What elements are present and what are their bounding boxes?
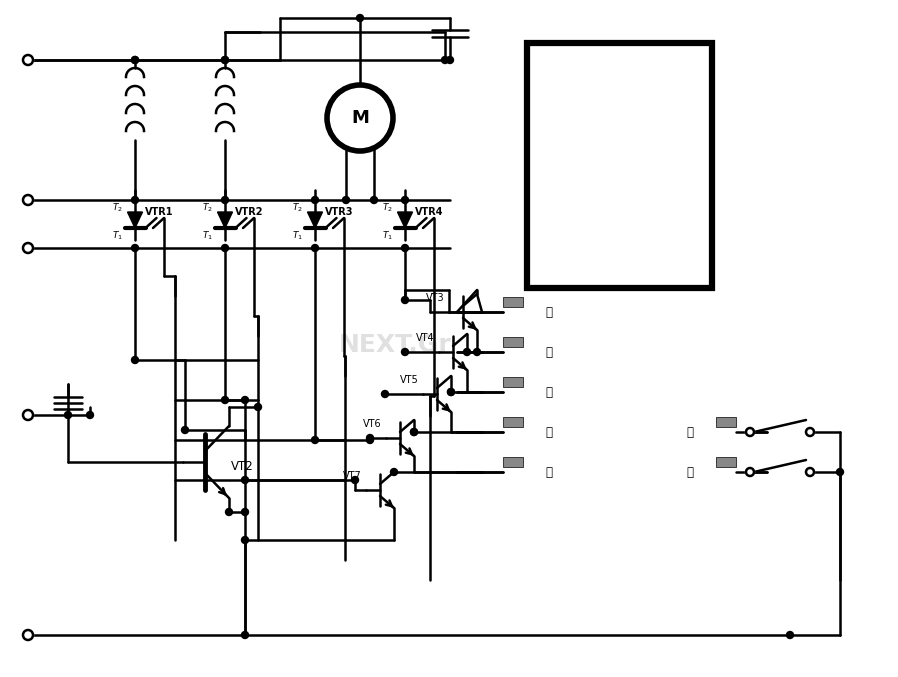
Circle shape: [22, 630, 33, 640]
Circle shape: [410, 429, 418, 435]
Circle shape: [463, 349, 471, 355]
Circle shape: [357, 14, 364, 22]
Bar: [527, 43, 712, 288]
Text: ⑭: ⑭: [545, 385, 552, 399]
Text: VT4: VT4: [417, 333, 435, 343]
Circle shape: [131, 244, 138, 251]
Circle shape: [806, 468, 814, 477]
Circle shape: [312, 196, 319, 204]
Circle shape: [242, 632, 249, 638]
Circle shape: [131, 196, 138, 204]
Circle shape: [342, 196, 349, 204]
Text: $T_2$: $T_2$: [111, 202, 122, 214]
Circle shape: [329, 87, 392, 150]
Bar: [503, 457, 523, 467]
Circle shape: [22, 242, 33, 253]
Circle shape: [181, 427, 189, 433]
Bar: [503, 337, 523, 347]
Circle shape: [442, 56, 448, 64]
Circle shape: [22, 55, 33, 66]
Circle shape: [131, 56, 138, 64]
Text: ⑯: ⑯: [545, 466, 552, 479]
Polygon shape: [217, 212, 233, 228]
Text: VT5: VT5: [401, 375, 419, 385]
Text: VT7: VT7: [343, 471, 362, 481]
Text: $T_1$: $T_1$: [111, 230, 122, 242]
Text: VT2: VT2: [231, 460, 254, 473]
Circle shape: [351, 477, 358, 483]
Circle shape: [86, 412, 93, 418]
Circle shape: [446, 56, 453, 64]
Circle shape: [65, 412, 72, 418]
Circle shape: [222, 56, 228, 64]
Circle shape: [787, 632, 794, 638]
Circle shape: [837, 468, 843, 475]
Circle shape: [131, 357, 138, 364]
Text: VTR1: VTR1: [145, 207, 173, 217]
Circle shape: [401, 297, 409, 303]
Circle shape: [22, 194, 33, 206]
Text: ⑮: ⑮: [545, 426, 552, 439]
Circle shape: [447, 389, 454, 395]
Circle shape: [371, 196, 377, 204]
Bar: [716, 457, 736, 467]
Bar: [503, 377, 523, 387]
Text: ㉓: ㉓: [686, 426, 693, 439]
Text: VT6: VT6: [364, 419, 382, 429]
Circle shape: [410, 429, 418, 435]
Text: $T_1$: $T_1$: [382, 230, 392, 242]
Circle shape: [401, 196, 409, 204]
Bar: [716, 417, 736, 427]
Circle shape: [242, 477, 249, 483]
Text: $T_2$: $T_2$: [292, 202, 303, 214]
Circle shape: [391, 468, 398, 475]
Text: $T_2$: $T_2$: [382, 202, 392, 214]
Circle shape: [222, 56, 228, 64]
Polygon shape: [307, 212, 322, 228]
Circle shape: [312, 437, 319, 443]
Text: VT3: VT3: [427, 293, 445, 303]
Circle shape: [254, 403, 261, 410]
Text: ㉒: ㉒: [686, 466, 693, 479]
Circle shape: [745, 427, 754, 437]
Text: NEXT.Gr: NEXT.Gr: [339, 333, 452, 357]
Circle shape: [22, 410, 33, 420]
Circle shape: [806, 427, 814, 437]
Circle shape: [366, 435, 374, 441]
Circle shape: [242, 397, 249, 403]
Text: ⑫: ⑫: [545, 305, 552, 318]
Circle shape: [312, 244, 319, 251]
Circle shape: [382, 391, 389, 397]
Text: VTR3: VTR3: [325, 207, 353, 217]
Circle shape: [225, 508, 233, 515]
Text: $T_1$: $T_1$: [292, 230, 303, 242]
Polygon shape: [398, 212, 412, 228]
Circle shape: [447, 389, 454, 395]
Text: VTR4: VTR4: [415, 207, 444, 217]
Circle shape: [242, 536, 249, 544]
Circle shape: [222, 244, 228, 251]
Bar: [503, 297, 523, 307]
Text: ⑬: ⑬: [545, 345, 552, 359]
Polygon shape: [128, 212, 143, 228]
Bar: [503, 417, 523, 427]
Text: $T_2$: $T_2$: [201, 202, 213, 214]
Circle shape: [222, 397, 228, 403]
Text: VTR2: VTR2: [234, 207, 263, 217]
Circle shape: [242, 508, 249, 515]
Text: $T_1$: $T_1$: [201, 230, 213, 242]
Text: M: M: [351, 109, 369, 127]
Circle shape: [131, 56, 138, 64]
Circle shape: [745, 468, 754, 477]
Circle shape: [473, 349, 480, 355]
Circle shape: [401, 349, 409, 355]
Circle shape: [222, 196, 228, 204]
Circle shape: [401, 244, 409, 251]
Circle shape: [366, 437, 374, 443]
